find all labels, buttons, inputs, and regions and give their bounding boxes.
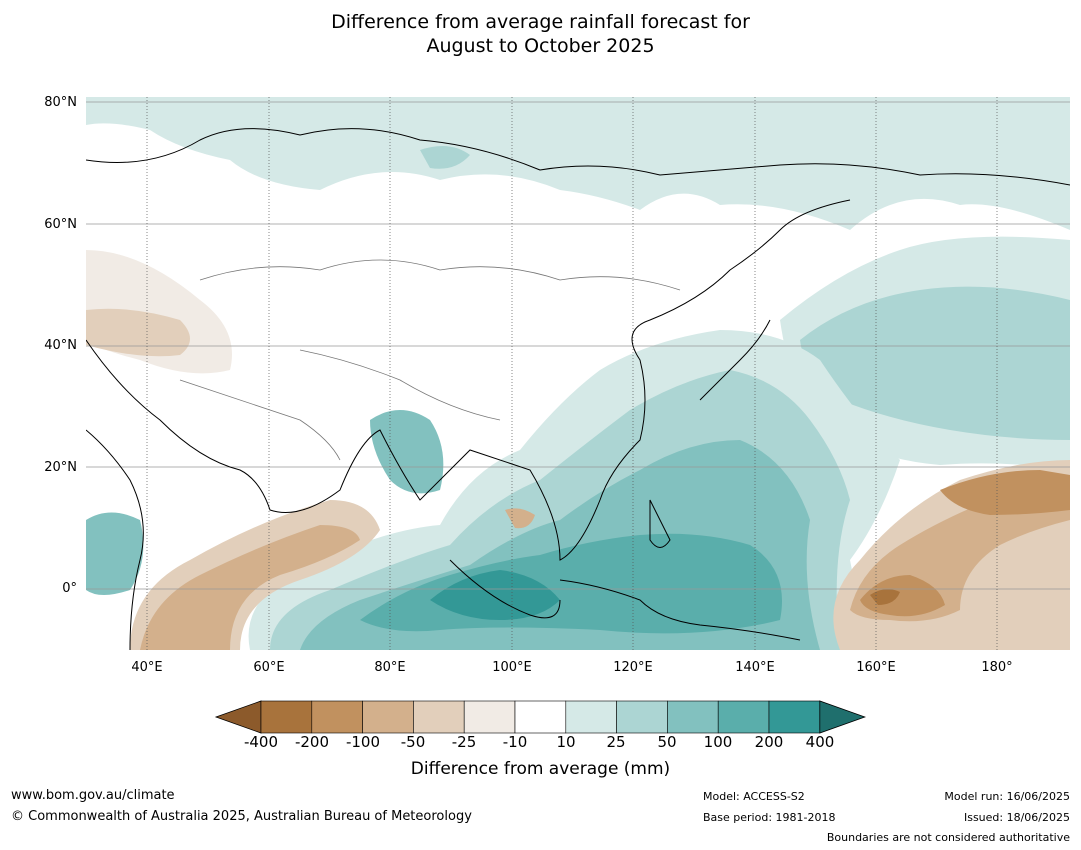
dry-area-west-pacific-3 [860,575,945,617]
wet-area-bay-of-bengal [370,410,444,494]
wet-area-east-africa [86,512,144,595]
chart-title: Difference from average rainfall forecas… [0,10,1081,58]
colorbar [214,700,866,734]
colorbar-segment [514,700,567,734]
lon-label-60e: 60°E [253,660,285,675]
colorbar-arrow-low [214,700,262,734]
lat-label-60n: 60°N [44,217,77,232]
lon-label-40e: 40°E [131,660,163,675]
wet-area-arctic [86,97,1070,230]
dry-area-west-pacific-4 [940,470,1070,515]
colorbar-segment [413,700,465,734]
footer-website-link[interactable]: www.bom.gov.au/climate [11,788,175,803]
colorbar-tick: 25 [606,733,626,751]
colorbar-segment [463,700,516,734]
colorbar-tick: -10 [502,733,528,751]
colorbar-segment [717,700,770,734]
colorbar-tick: 10 [556,733,576,751]
lat-label-40n: 40°N [44,338,77,353]
colorbar-segment [311,700,363,734]
colorbar-tick: -25 [451,733,477,751]
footer-base-period: Base period: 1981-2018 [703,811,836,824]
title-line-2: August to October 2025 [426,35,655,57]
colorbar-tick: 100 [703,733,733,751]
colorbar-label: Difference from average (mm) [410,759,671,779]
colorbar-arrow-high [819,700,866,734]
colorbar-segment [260,700,313,734]
dry-area-core [870,589,900,605]
footer-issued: Issued: 18/06/2025 [963,811,1070,824]
graticule [86,101,1070,590]
wet-area-indian-ocean-5 [430,570,560,620]
lat-label-0: 0° [62,581,77,596]
colorbar-tick: -200 [294,733,330,751]
colorbar-tick: -400 [243,733,279,751]
colorbar-segment [768,700,821,734]
lon-label-120e: 120°E [613,660,653,675]
footer-copyright: © Commonwealth of Australia 2025, Austra… [11,809,472,824]
lat-label-80n: 80°N [44,95,77,110]
lon-label-180: 180° [981,660,1013,675]
colorbar-tick: 200 [754,733,784,751]
wet-area-arctic-inner [420,146,470,169]
dry-area-east-africa-2 [140,525,360,650]
coastlines [86,128,1070,650]
title-line-1: Difference from average rainfall forecas… [331,11,750,33]
colorbar-segment [616,700,668,734]
colorbar-tick: -100 [345,733,381,751]
lat-label-20n: 20°N [44,460,77,475]
colorbar-segment [667,700,719,734]
dry-area-andaman [505,508,535,529]
lon-label-80e: 80°E [374,660,406,675]
footer-disclaimer: Boundaries are not considered authoritat… [826,831,1070,844]
colorbar-tick: 400 [805,733,835,751]
footer-model: Model: ACCESS-S2 [703,790,805,803]
borders [179,259,681,461]
colorbar-tick: -50 [400,733,426,751]
colorbar-segment [565,700,617,734]
colorbar-segment [362,700,414,734]
lon-label-160e: 160°E [856,660,896,675]
lon-label-100e: 100°E [492,660,532,675]
meridians [146,97,998,650]
lon-label-140e: 140°E [735,660,775,675]
colorbar-tick: 50 [657,733,677,751]
dry-area-middle-east-2 [86,308,190,357]
footer-model-run: Model run: 16/06/2025 [944,790,1070,803]
wet-area-north-pacific-2 [800,286,1070,440]
